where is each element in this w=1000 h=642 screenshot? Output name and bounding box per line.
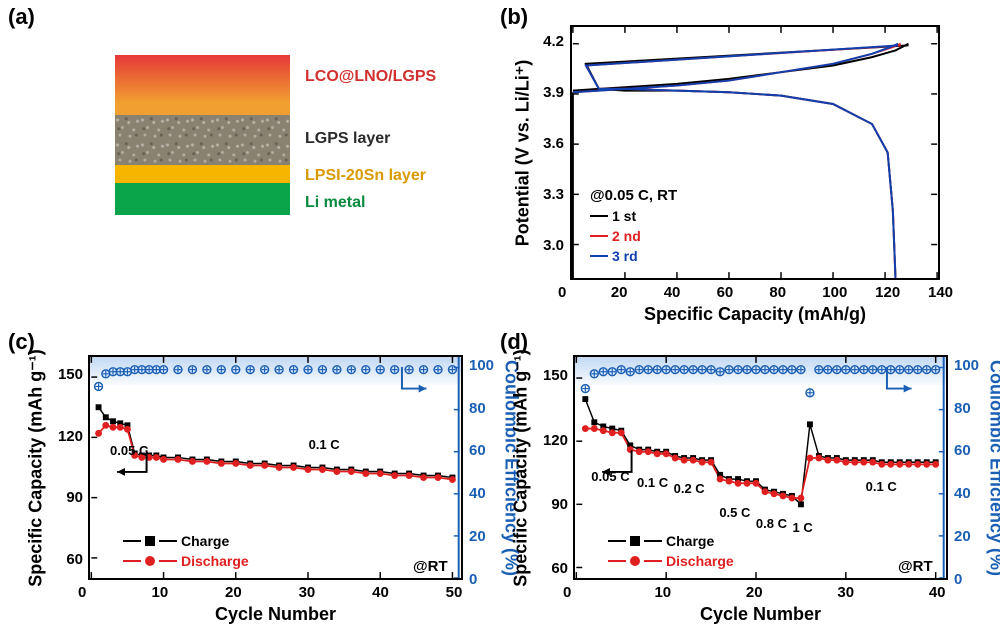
condition: @RT	[898, 558, 933, 575]
ytick: 120	[58, 428, 83, 445]
layer-label-2: LPSI-20Sn layer	[305, 167, 426, 185]
schematic-stack	[115, 55, 290, 215]
y2tick: 60	[469, 442, 486, 459]
ylabel: Specific Capacity (mAh g⁻¹)	[26, 349, 47, 587]
xtick: 10	[152, 584, 169, 601]
rate-label: 0.5 C	[719, 505, 750, 520]
ytick: 90	[66, 489, 83, 506]
ytick: 150	[58, 366, 83, 383]
ytick: 4.2	[543, 33, 564, 50]
xtick: 50	[446, 584, 463, 601]
panel-label-b: (b)	[500, 4, 528, 30]
layer-label-0: LCO@LNO/LGPS	[305, 68, 436, 86]
xtick: 30	[837, 584, 854, 601]
ytick: 3.3	[543, 186, 564, 203]
y2tick: 100	[469, 357, 494, 374]
y2tick: 40	[954, 485, 971, 502]
rate-label: 0.2 C	[674, 481, 705, 496]
layer-li-metal	[115, 183, 290, 215]
xtick: 40	[929, 584, 946, 601]
xtick: 20	[611, 284, 628, 301]
y2tick: 60	[954, 442, 971, 459]
rate-label: 1 C	[793, 520, 813, 535]
rate-label: 0.1 C	[309, 437, 340, 452]
condition: @RT	[413, 558, 448, 575]
xtick: 100	[822, 284, 847, 301]
layer-label-1: LGPS layer	[305, 130, 390, 148]
xtick: 60	[717, 284, 734, 301]
xlabel: Cycle Number	[700, 604, 821, 625]
ylabel-b: Potential (V vs. Li/Li⁺)	[513, 59, 534, 246]
y2tick: 20	[954, 528, 971, 545]
legend: ChargeDischarge	[123, 532, 249, 572]
ylabel: Specific Capacity (mAh g⁻¹)	[511, 349, 532, 587]
rate-label: 0.1 C	[637, 475, 668, 490]
panel-label-a: (a)	[8, 4, 35, 30]
y2label: Coulombic Efficiency (%)	[986, 359, 1000, 575]
xtick: 120	[875, 284, 900, 301]
rate-label: 0.8 C	[756, 516, 787, 531]
xtick: 80	[769, 284, 786, 301]
y2tick: 40	[469, 485, 486, 502]
y2tick: 80	[469, 400, 486, 417]
rate-label: 0.05 C	[110, 443, 148, 458]
y2tick: 0	[469, 571, 477, 588]
rate-label: 0.05 C	[591, 469, 629, 484]
y2tick: 100	[954, 357, 979, 374]
condition-b: @0.05 C, RT	[590, 187, 677, 204]
xtick: 10	[654, 584, 671, 601]
y2tick: 0	[954, 571, 962, 588]
ytick: 3.0	[543, 237, 564, 254]
y2tick: 20	[469, 528, 486, 545]
ytick: 120	[543, 432, 568, 449]
rate-label: 0.1 C	[866, 479, 897, 494]
legend: ChargeDischarge	[608, 532, 734, 572]
layer-lpsi-20sn	[115, 165, 290, 183]
ytick: 3.9	[543, 84, 564, 101]
legend-b: 1 st2 nd3 rd	[590, 207, 641, 268]
layer-label-3: Li metal	[305, 194, 365, 212]
layer-lgps	[115, 115, 290, 165]
xtick: 20	[746, 584, 763, 601]
xlabel: Cycle Number	[215, 604, 336, 625]
xtick: 30	[299, 584, 316, 601]
xtick: 20	[225, 584, 242, 601]
xtick: 0	[558, 284, 566, 301]
xtick: 0	[78, 584, 86, 601]
xtick: 40	[372, 584, 389, 601]
y2tick: 80	[954, 400, 971, 417]
xtick: 140	[928, 284, 953, 301]
layer-lco-lno-lgps	[115, 55, 290, 115]
ytick: 60	[66, 551, 83, 568]
ytick: 90	[551, 496, 568, 513]
xtick: 0	[563, 584, 571, 601]
xlabel-b: Specific Capacity (mAh/g)	[644, 304, 866, 325]
ytick: 60	[551, 560, 568, 577]
xtick: 40	[664, 284, 681, 301]
ytick: 3.6	[543, 135, 564, 152]
ytick: 150	[543, 367, 568, 384]
